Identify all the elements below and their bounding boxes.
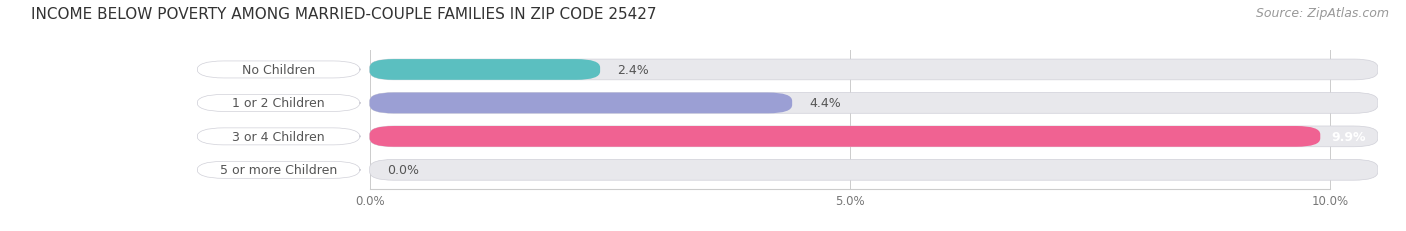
FancyBboxPatch shape	[370, 160, 1378, 180]
Text: 0.0%: 0.0%	[387, 164, 419, 176]
Text: 2.4%: 2.4%	[617, 64, 650, 77]
Text: 3 or 4 Children: 3 or 4 Children	[232, 130, 325, 143]
FancyBboxPatch shape	[370, 93, 792, 114]
FancyBboxPatch shape	[370, 93, 1378, 114]
Text: 4.4%: 4.4%	[810, 97, 841, 110]
FancyBboxPatch shape	[197, 128, 360, 145]
FancyBboxPatch shape	[197, 95, 360, 112]
FancyBboxPatch shape	[370, 126, 1378, 147]
Text: Source: ZipAtlas.com: Source: ZipAtlas.com	[1256, 7, 1389, 20]
FancyBboxPatch shape	[370, 60, 1378, 80]
Text: 9.9%: 9.9%	[1331, 130, 1367, 143]
Text: 5 or more Children: 5 or more Children	[219, 164, 337, 176]
Text: INCOME BELOW POVERTY AMONG MARRIED-COUPLE FAMILIES IN ZIP CODE 25427: INCOME BELOW POVERTY AMONG MARRIED-COUPL…	[31, 7, 657, 22]
Text: 1 or 2 Children: 1 or 2 Children	[232, 97, 325, 110]
FancyBboxPatch shape	[197, 162, 360, 179]
FancyBboxPatch shape	[370, 126, 1320, 147]
FancyBboxPatch shape	[197, 62, 360, 79]
Text: No Children: No Children	[242, 64, 315, 77]
FancyBboxPatch shape	[370, 60, 600, 80]
